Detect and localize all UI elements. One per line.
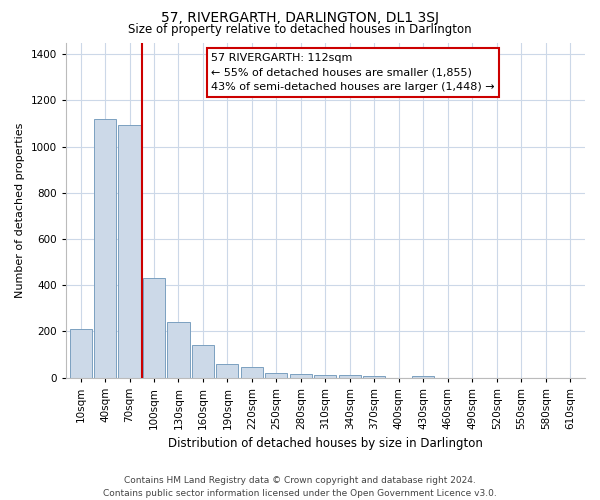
X-axis label: Distribution of detached houses by size in Darlington: Distribution of detached houses by size … [168,437,483,450]
Bar [94,119,116,378]
Bar [118,124,140,378]
Bar [70,329,92,378]
Bar [265,372,287,378]
Bar [192,346,214,378]
Bar [217,364,238,378]
Text: Contains HM Land Registry data © Crown copyright and database right 2024.
Contai: Contains HM Land Registry data © Crown c… [103,476,497,498]
Text: Size of property relative to detached houses in Darlington: Size of property relative to detached ho… [128,22,472,36]
Bar [167,322,190,378]
Bar [364,376,385,378]
Bar [143,278,165,378]
Bar [412,376,434,378]
Y-axis label: Number of detached properties: Number of detached properties [15,122,25,298]
Bar [241,367,263,378]
Text: 57, RIVERGARTH, DARLINGTON, DL1 3SJ: 57, RIVERGARTH, DARLINGTON, DL1 3SJ [161,11,439,25]
Bar [339,376,361,378]
Bar [314,375,337,378]
Bar [290,374,312,378]
Text: 57 RIVERGARTH: 112sqm
← 55% of detached houses are smaller (1,855)
43% of semi-d: 57 RIVERGARTH: 112sqm ← 55% of detached … [211,52,495,92]
